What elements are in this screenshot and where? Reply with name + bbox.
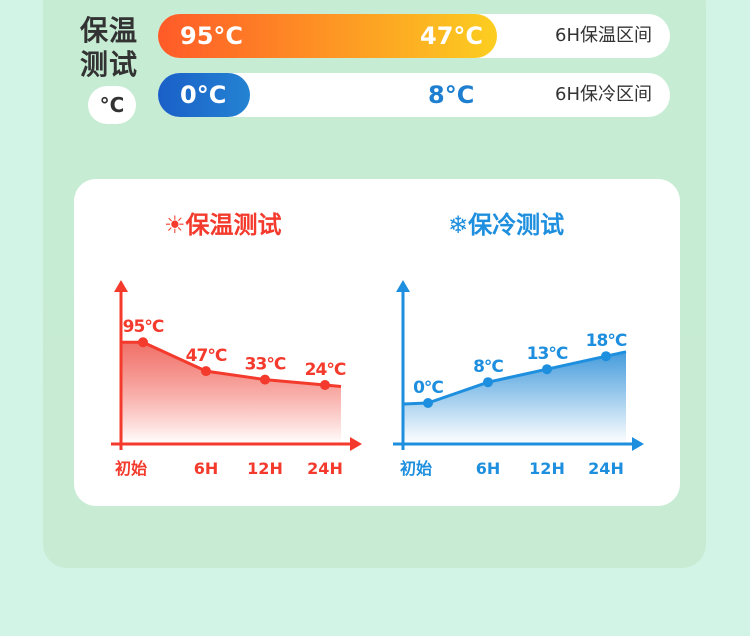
warm-range-caption: 6H保温区间 [555,25,652,46]
warm-tick-label: 6H [194,459,219,478]
warm-end-value: 47°C [420,22,484,50]
cold-range-caption: 6H保冷区间 [555,84,652,105]
cold-data-label: 18°C [586,331,627,351]
cold-point [483,377,493,388]
cold-area [403,351,626,444]
cold-end-value: 8°C [428,81,475,109]
chart-card [74,179,680,506]
cold-data-label: 8°C [473,357,503,377]
warm-data-label: 24°C [305,360,346,380]
sun-icon: ☀ [164,211,186,239]
warm-range-bar: 95°C 47°C 6H保温区间 [158,14,670,58]
cold-data-label: 0°C [413,378,443,398]
cold-range-bar: 0°C 8°C 6H保冷区间 [158,73,670,117]
cold-data-label: 13°C [527,344,568,364]
cold-range-fill [158,73,250,117]
unit-badge: °C [88,86,136,124]
cold-tick-label: 6H [476,459,501,478]
cold-chart-title: ❄保冷测试 [448,211,565,239]
cold-y-arrow [396,280,410,292]
warm-chart-title: ☀保温测试 [164,211,282,239]
warm-point [201,366,211,377]
snowflake-icon: ❄ [448,211,469,239]
warm-data-label: 47°C [186,346,227,366]
warm-start-value: 95°C [180,22,244,50]
warm-tick-label: 24H [307,459,343,478]
warm-tick-label: 12H [247,459,283,478]
warm-point [260,374,270,385]
cold-tick-label: 初始 [400,459,432,478]
cold-start-value: 0°C [180,81,227,109]
warm-data-label: 33°C [245,355,286,375]
cold-tick-label: 12H [529,459,565,478]
cold-point [542,364,552,375]
cold-point [601,351,611,362]
warm-point [138,337,148,348]
warm-area [121,342,341,444]
warm-y-arrow [114,280,128,292]
section-title: 保温测试 [79,14,138,81]
warm-tick-label: 初始 [115,459,147,478]
warm-data-label: 95°C [123,317,164,337]
warm-x-arrow [350,437,362,451]
cold-tick-label: 24H [588,459,624,478]
cold-x-arrow [632,437,644,451]
warm-range-fill [158,14,497,58]
cold-point [423,398,433,408]
warm-point [320,380,330,390]
